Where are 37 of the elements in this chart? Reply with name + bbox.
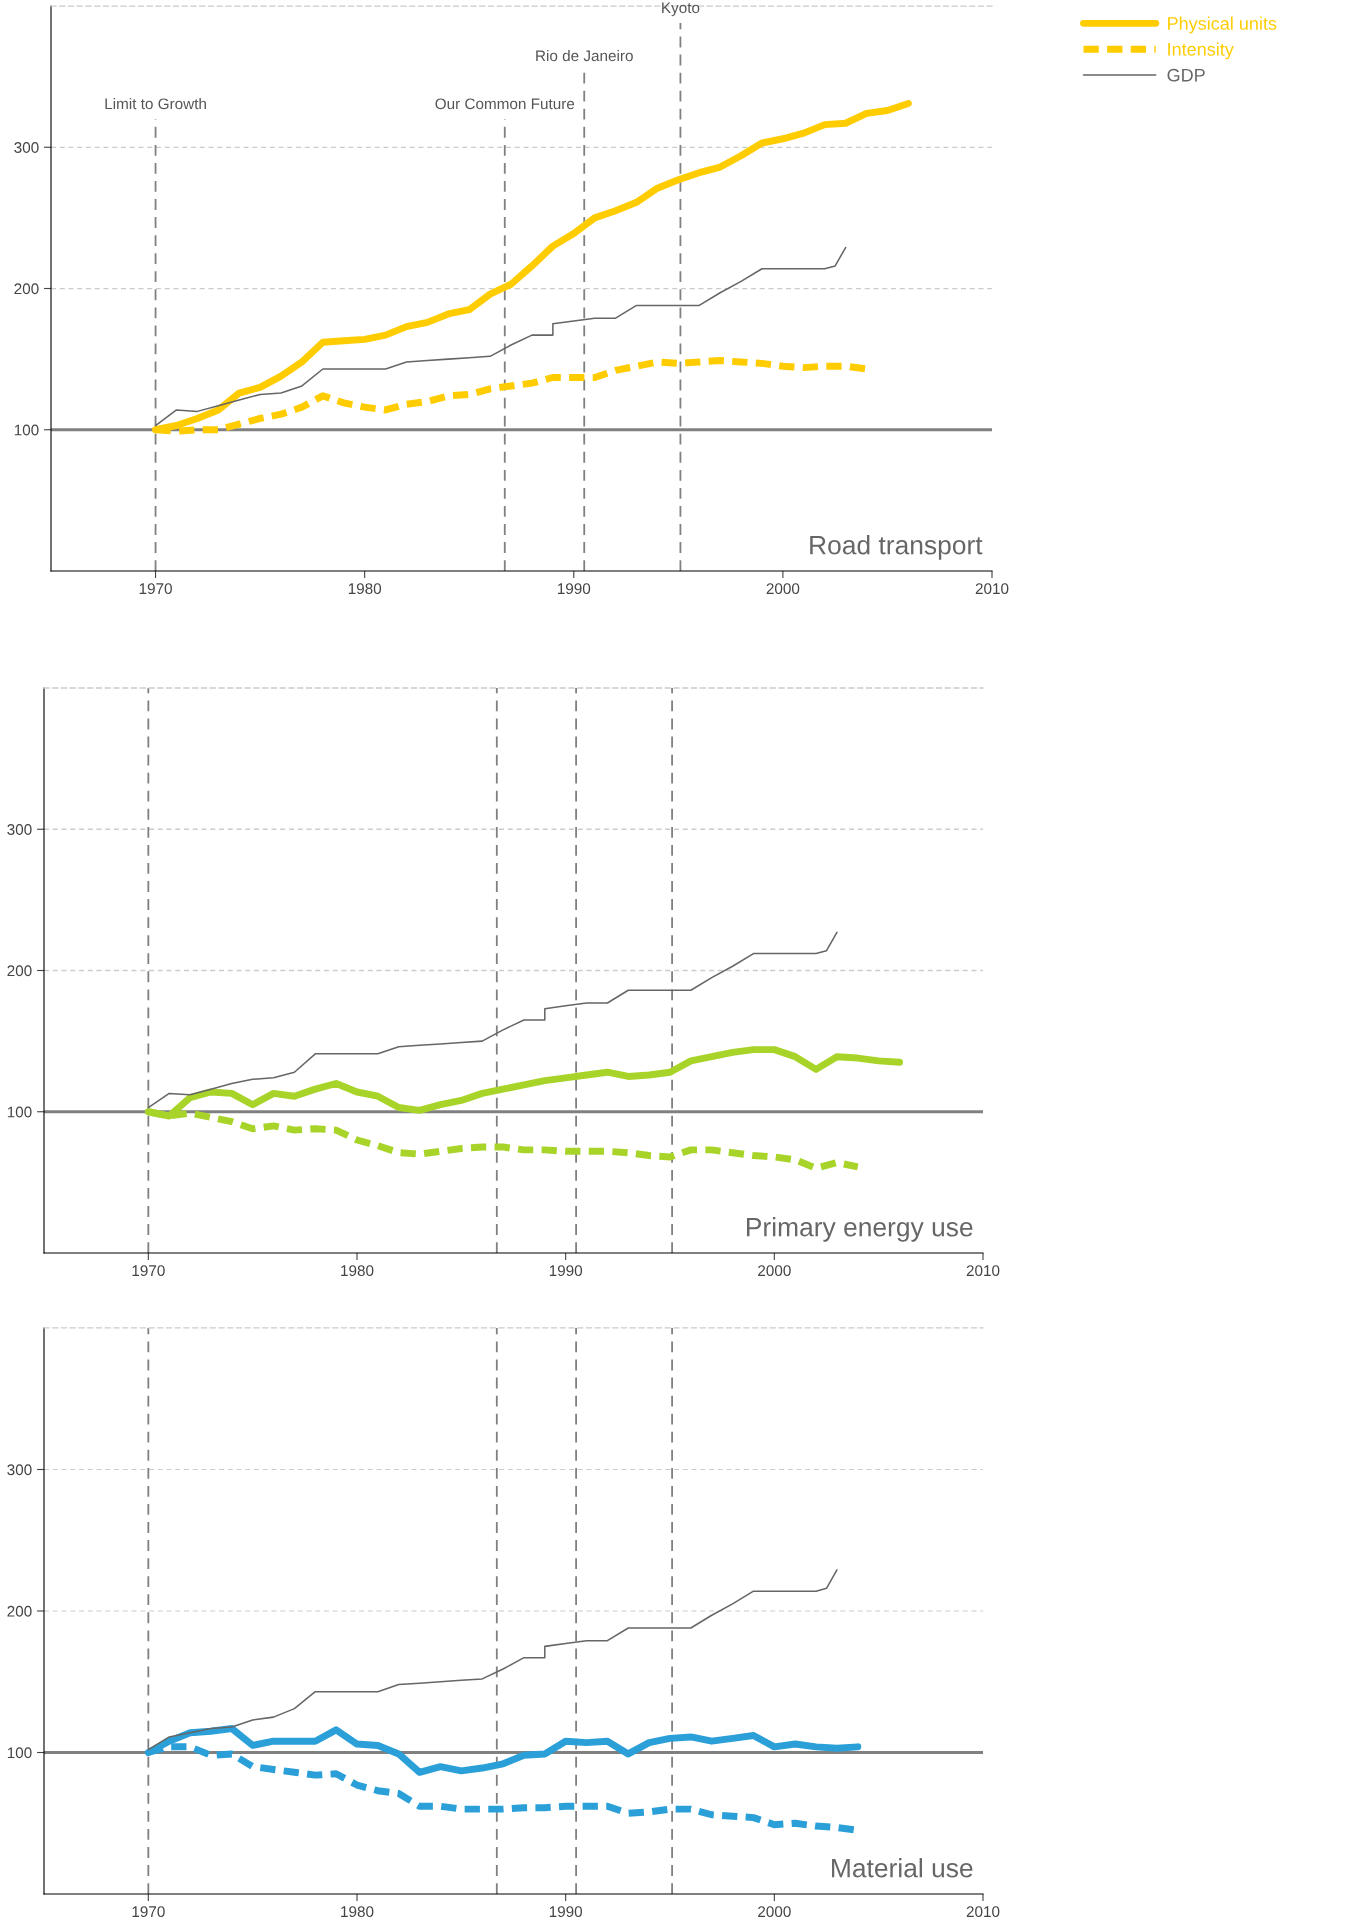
y-tick-label: 100 bbox=[7, 1106, 32, 1118]
x-tick-label: 2010 bbox=[966, 1906, 1000, 1918]
x-tick-label: 2000 bbox=[766, 583, 800, 595]
y-tick-label: 200 bbox=[14, 283, 39, 295]
line-series bbox=[147, 1569, 838, 1751]
line-series bbox=[154, 246, 847, 427]
y-tick-label: 300 bbox=[7, 824, 32, 835]
legend-label: GDP bbox=[1167, 68, 1205, 82]
x-tick-label: 1980 bbox=[341, 1906, 374, 1918]
x-tick-label: 1970 bbox=[132, 1906, 165, 1918]
x-tick-label: 1980 bbox=[341, 1265, 374, 1277]
y-tick-label: 300 bbox=[14, 142, 39, 153]
text: Material use bbox=[832, 1858, 973, 1878]
x-tick-label: 2000 bbox=[758, 1265, 791, 1277]
x-tick-label: 1970 bbox=[132, 1265, 165, 1277]
y-tick-label: 100 bbox=[7, 1747, 32, 1759]
x-tick-label: 1990 bbox=[557, 583, 591, 595]
y-tick-label: 300 bbox=[7, 1464, 32, 1476]
ref-line-label: Limit to Growth bbox=[105, 97, 206, 110]
text: Primary energy use bbox=[747, 1217, 973, 1242]
ref-line-label: Kyoto bbox=[662, 2, 700, 17]
x-tick-label: 1980 bbox=[348, 583, 382, 595]
y-tick-label: 100 bbox=[14, 424, 39, 436]
line-series bbox=[147, 931, 838, 1109]
ref-line-label: Our Common Future bbox=[435, 98, 575, 110]
x-tick-label: 1990 bbox=[549, 1906, 583, 1918]
legend-label: Intensity bbox=[1168, 42, 1234, 60]
x-tick-label: 1990 bbox=[549, 1265, 583, 1277]
x-tick-label: 1970 bbox=[139, 583, 172, 595]
y-tick-label: 200 bbox=[7, 965, 32, 977]
legend-label: Physical units bbox=[1168, 16, 1277, 34]
x-tick-label: 2000 bbox=[758, 1906, 791, 1918]
x-tick-label: 2010 bbox=[975, 583, 1009, 595]
x-tick-label: 2010 bbox=[966, 1265, 1000, 1277]
text: Road transport bbox=[810, 535, 983, 560]
ref-line-label: Rio de Janeiro bbox=[536, 49, 633, 62]
y-tick-label: 200 bbox=[7, 1605, 32, 1617]
